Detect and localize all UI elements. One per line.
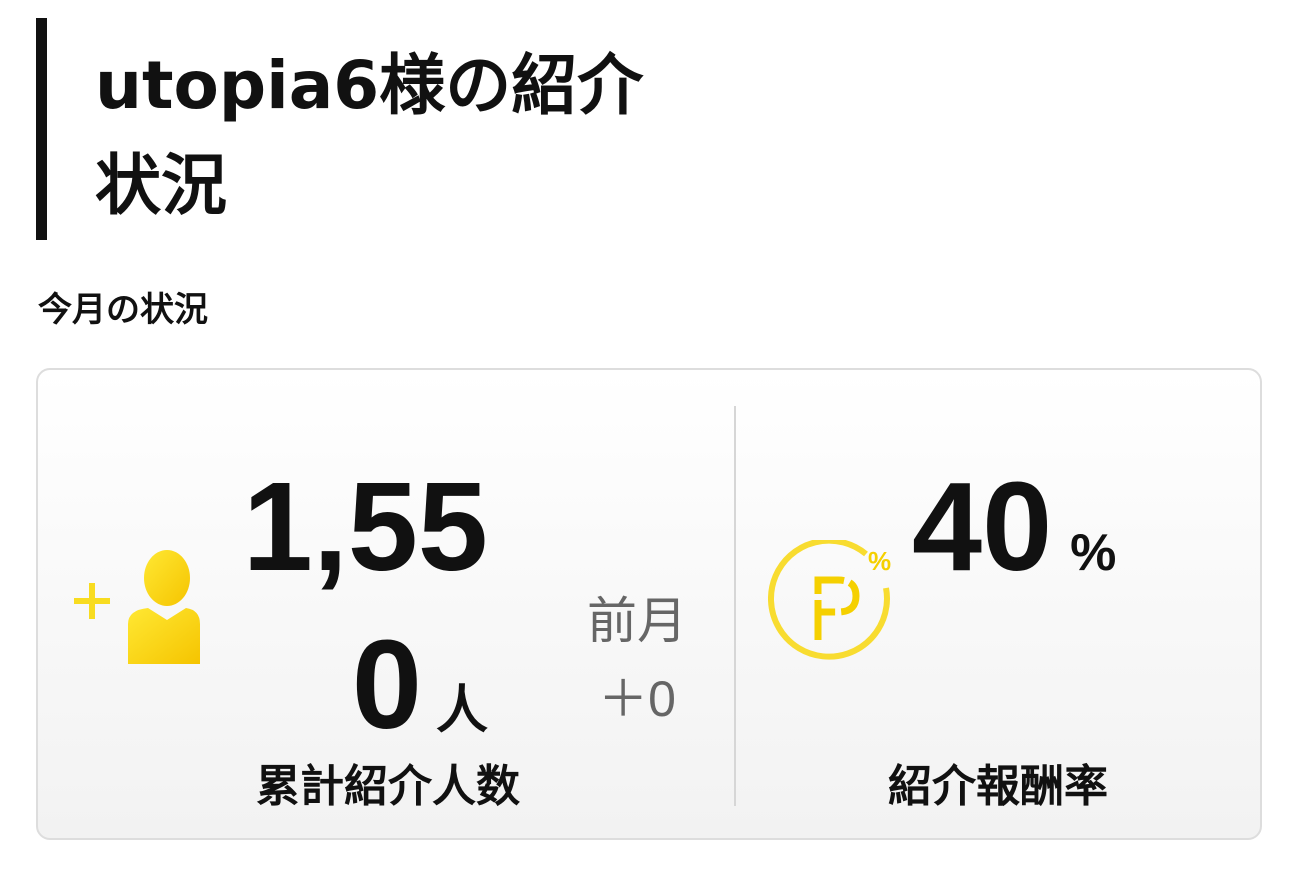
reward-rate-label: 紹介報酬率: [888, 761, 1108, 812]
previous-month-value: ＋0: [598, 671, 676, 727]
divider: [734, 406, 736, 806]
add-user-icon: [74, 550, 200, 664]
reward-rate: 40%: [912, 456, 1117, 597]
referral-count: 1,550 人: [242, 456, 488, 755]
previous-month-label: 前月: [587, 592, 687, 650]
stats-card: 1,550 人 前月 ＋0 累計紹介人数 % 40% 紹介報酬率: [36, 368, 1262, 840]
page-title: utopia6様の紹介状況: [95, 47, 644, 224]
section-subtitle: 今月の状況: [38, 290, 208, 330]
title-accent-bar: [36, 18, 47, 240]
previous-month-change: 前月 ＋0: [572, 582, 702, 738]
referral-unit: 人: [435, 682, 488, 740]
referral-label: 累計紹介人数: [256, 761, 520, 812]
svg-text:%: %: [868, 546, 891, 576]
reward-rate-unit: %: [1070, 524, 1117, 582]
point-percent-icon: %: [768, 540, 891, 660]
